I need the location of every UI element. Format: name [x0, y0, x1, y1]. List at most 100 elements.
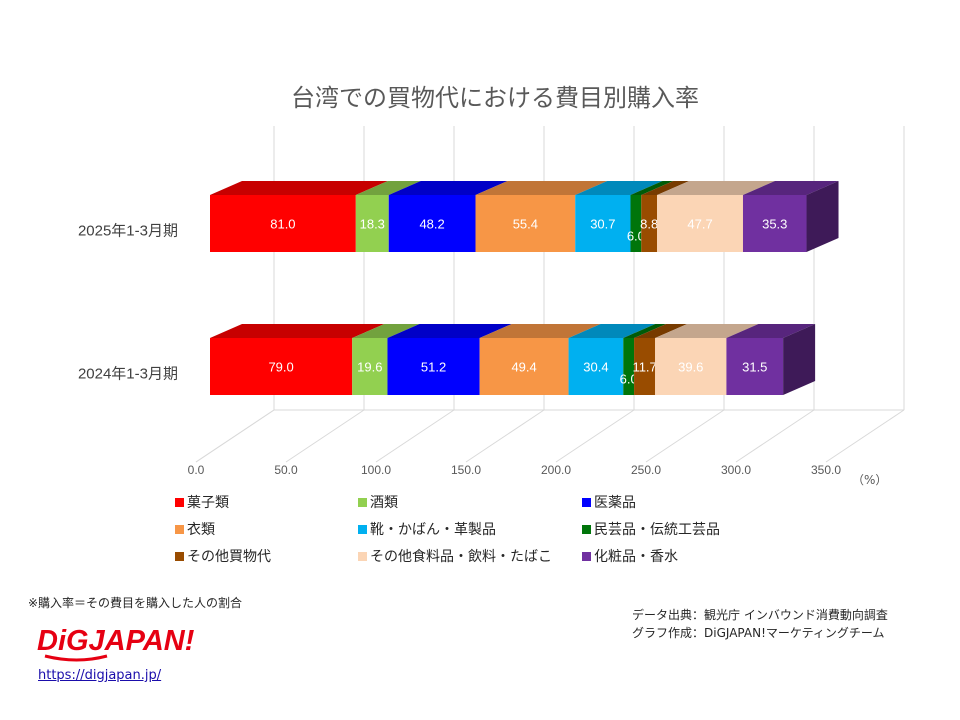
legend-item: その他買物代: [175, 546, 271, 566]
gridline-floor: [825, 409, 905, 463]
x-tick-label: 150.0: [451, 463, 481, 477]
bar-segment: [657, 195, 743, 252]
x-tick-label: 50.0: [274, 463, 298, 477]
legend-item: 民芸品・伝統工芸品: [582, 519, 720, 539]
bar-top: [742, 181, 839, 195]
legend-label: 衣類: [187, 522, 215, 538]
data-label: 31.5: [742, 360, 767, 375]
bar-top: [475, 181, 608, 195]
bar-side: [783, 324, 816, 395]
bar-segment: [655, 338, 727, 395]
category-label: 2025年1-3月期: [78, 223, 178, 240]
legend-label: 民芸品・伝統工芸品: [594, 522, 720, 538]
x-tick-label: 0.0: [188, 463, 205, 477]
data-source: データ出典：観光庁 インバウンド消費動向調査 グラフ作成：DiGJAPAN!マー…: [632, 606, 888, 642]
data-label: 81.0: [270, 217, 295, 232]
legend-item: 化粧品・香水: [582, 546, 678, 566]
bar-top: [388, 181, 508, 195]
legend-item: その他食料品・飲料・たばこ: [358, 546, 552, 566]
bar-side: [806, 181, 839, 252]
legend-item: 衣類: [175, 519, 215, 539]
bar-segment: [388, 195, 476, 252]
bar-top: [630, 181, 674, 195]
x-tick-label: 250.0: [631, 463, 661, 477]
bar-segment: [726, 338, 784, 395]
legend-label: 菓子類: [187, 495, 229, 511]
bar-top: [655, 324, 759, 338]
bar-top: [623, 324, 667, 338]
data-label: 55.4: [513, 217, 538, 232]
bar-top: [641, 181, 690, 195]
legend-swatch: [358, 551, 367, 561]
legend-item: 菓子類: [175, 492, 229, 512]
data-label: 30.7: [590, 217, 615, 232]
data-label: 39.6: [678, 360, 703, 375]
data-label: 6.0: [627, 229, 645, 244]
bar-segment: [355, 195, 389, 252]
bar-segment: [630, 195, 642, 252]
x-tick-label: 200.0: [541, 463, 571, 477]
legend-swatch: [175, 524, 184, 534]
legend-swatch: [175, 551, 184, 561]
website-link[interactable]: https://digjapan.jp/: [38, 668, 162, 683]
bar-top: [575, 181, 663, 195]
bar-segment: [210, 195, 356, 252]
bar-segment: [479, 338, 569, 395]
x-tick-label: 100.0: [361, 463, 391, 477]
legend-label: 酒類: [370, 495, 398, 511]
bar-segment: [475, 195, 576, 252]
bar-top: [726, 324, 816, 338]
source-line-1: データ出典：観光庁 インバウンド消費動向調査: [632, 608, 888, 622]
legend-label: 医薬品: [594, 495, 636, 511]
bar-top: [568, 324, 656, 338]
digjapan-logo[interactable]: DiGJAPAN!: [37, 618, 207, 662]
data-label: 19.6: [357, 360, 382, 375]
legend-item: 医薬品: [582, 492, 636, 512]
data-label: 49.4: [511, 360, 536, 375]
bar-top: [479, 324, 601, 338]
bar-segment: [641, 195, 658, 252]
bar-segment: [387, 338, 480, 395]
floor-edge: [195, 409, 275, 463]
data-label: 51.2: [421, 360, 446, 375]
gridline-floor: [285, 409, 365, 463]
data-label: 18.3: [360, 217, 385, 232]
data-label: 6.0: [620, 372, 638, 387]
legend-swatch: [175, 497, 184, 507]
x-axis-unit: （%）: [852, 473, 888, 487]
x-tick-label: 350.0: [811, 463, 841, 477]
legend-swatch: [582, 497, 591, 507]
bar-segment: [575, 195, 631, 252]
bar-top: [352, 324, 420, 338]
definition-note: ※購入率＝その費目を購入した人の割合: [28, 596, 243, 610]
legend-swatch: [358, 524, 367, 534]
legend-label: 靴・かばん・革製品: [370, 522, 496, 538]
legend-label: その他食料品・飲料・たばこ: [370, 549, 552, 565]
data-label: 47.7: [687, 217, 712, 232]
category-label: 2024年1-3月期: [78, 366, 178, 383]
data-label: 48.2: [419, 217, 444, 232]
legend-swatch: [582, 551, 591, 561]
bar-segment: [742, 195, 807, 252]
data-label: 30.4: [583, 360, 608, 375]
bar-top: [657, 181, 775, 195]
gridline-floor: [645, 409, 725, 463]
data-label: 35.3: [762, 217, 787, 232]
legend-item: 靴・かばん・革製品: [358, 519, 496, 539]
gridline-floor: [465, 409, 545, 463]
bar-top: [634, 324, 688, 338]
gridline-floor: [375, 409, 455, 463]
bar-segment: [568, 338, 624, 395]
x-tick-label: 300.0: [721, 463, 751, 477]
data-label: 79.0: [268, 360, 293, 375]
legend-label: 化粧品・香水: [594, 549, 678, 565]
legend-swatch: [582, 524, 591, 534]
data-label: 8.8: [640, 217, 658, 232]
gridline-floor: [735, 409, 815, 463]
bar-segment: [352, 338, 388, 395]
bar-top: [387, 324, 512, 338]
bar-top: [210, 181, 388, 195]
gridline-floor: [555, 409, 635, 463]
bar-segment: [210, 338, 353, 395]
logo-wordmark: DiGJAPAN!: [37, 625, 195, 657]
